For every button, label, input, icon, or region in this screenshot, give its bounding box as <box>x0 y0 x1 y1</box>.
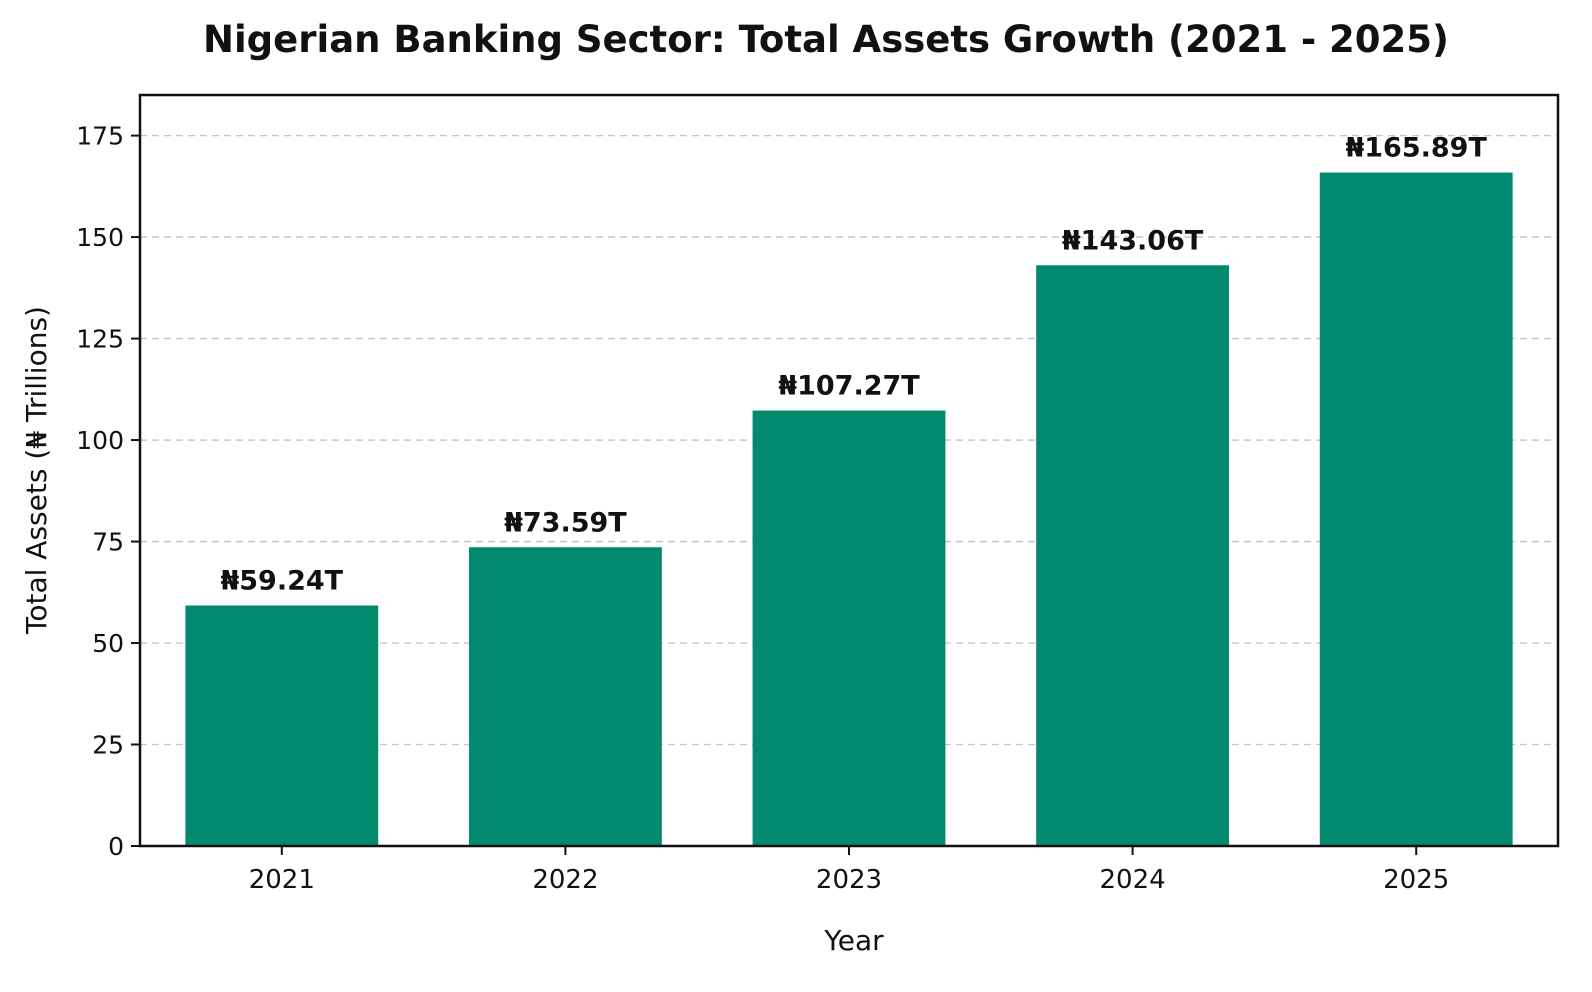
bar-2021 <box>185 605 379 846</box>
y-tick-label: 100 <box>76 426 124 455</box>
y-tick-label: 150 <box>76 223 124 252</box>
data-label-2025: ₦165.89T <box>1345 133 1487 164</box>
x-tick-label: 2022 <box>532 865 598 895</box>
chart-title: Nigerian Banking Sector: Total Assets Gr… <box>203 18 1449 61</box>
bar-2023 <box>752 410 946 846</box>
y-tick-label: 175 <box>76 122 124 151</box>
x-axis-label: Year <box>823 924 884 957</box>
y-tick-label: 125 <box>76 325 124 354</box>
data-label-2021: ₦59.24T <box>220 566 343 597</box>
data-label-2022: ₦73.59T <box>504 507 627 538</box>
y-axis-ticks: 0 25 50 75 100 125 150 175 <box>76 122 140 861</box>
y-tick-label: 50 <box>92 629 124 658</box>
bar-2024 <box>1036 265 1230 846</box>
y-tick-label: 0 <box>108 832 124 861</box>
y-tick-label: 75 <box>92 528 124 557</box>
x-tick-label: 2021 <box>249 865 315 895</box>
bar-2025 <box>1319 172 1513 846</box>
y-axis-label: Total Assets (₦ Trillions) <box>20 306 53 635</box>
y-tick-label: 25 <box>92 731 124 760</box>
data-label-2024: ₦143.06T <box>1062 225 1204 256</box>
bars <box>185 172 1513 846</box>
x-tick-label: 2024 <box>1100 865 1166 895</box>
x-tick-label: 2025 <box>1383 865 1449 895</box>
data-label-2023: ₦107.27T <box>778 371 920 402</box>
data-labels: ₦59.24T ₦73.59T ₦107.27T ₦143.06T ₦165.89T <box>220 133 1487 597</box>
bar-2022 <box>468 547 662 846</box>
x-axis-ticks: 2021 2022 2023 2024 2025 <box>249 846 1449 895</box>
x-tick-label: 2023 <box>816 865 882 895</box>
